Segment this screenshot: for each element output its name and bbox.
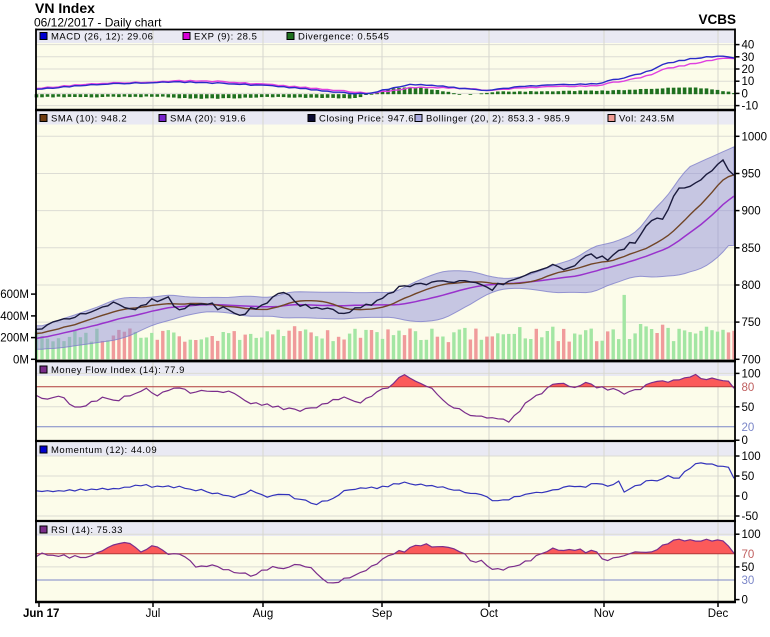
svg-text:Divergence: 0.5545: Divergence: 0.5545 (298, 32, 389, 43)
svg-text:Money Flow Index (14): 77.9: Money Flow Index (14): 77.9 (51, 365, 185, 376)
svg-text:Bollinger (20, 2): 853.3 - 985: Bollinger (20, 2): 853.3 - 985.9 (426, 114, 570, 125)
svg-text:50: 50 (742, 402, 755, 414)
svg-text:EXP (9): 28.5: EXP (9): 28.5 (194, 32, 257, 43)
svg-text:Aug: Aug (253, 608, 273, 620)
svg-text:Closing Price: 947.6: Closing Price: 947.6 (319, 114, 414, 125)
svg-text:Sep: Sep (372, 608, 392, 620)
svg-text:20: 20 (742, 64, 755, 76)
svg-text:Oct: Oct (480, 608, 499, 620)
svg-text:950: 950 (742, 169, 761, 181)
svg-text:0: 0 (742, 491, 748, 503)
svg-text:VCBS: VCBS (698, 12, 736, 27)
svg-text:100: 100 (742, 368, 761, 380)
svg-text:50: 50 (742, 562, 755, 574)
svg-text:30: 30 (742, 52, 755, 64)
svg-text:0: 0 (742, 435, 748, 447)
svg-text:100: 100 (742, 451, 761, 463)
svg-text:1000: 1000 (742, 131, 768, 143)
svg-text:0: 0 (742, 595, 748, 607)
svg-text:-50: -50 (742, 511, 759, 523)
svg-text:RSI (14): 75.33: RSI (14): 75.33 (51, 525, 123, 536)
svg-text:SMA (10): 948.2: SMA (10): 948.2 (51, 114, 127, 125)
svg-text:750: 750 (742, 317, 761, 329)
svg-text:Jun 17: Jun 17 (23, 608, 59, 620)
svg-text:80: 80 (742, 382, 755, 394)
svg-text:600M: 600M (0, 289, 29, 301)
svg-text:50: 50 (742, 471, 755, 483)
svg-text:06/12/2017 - Daily chart: 06/12/2017 - Daily chart (34, 16, 162, 30)
svg-text:400M: 400M (0, 311, 29, 323)
svg-text:Momentum (12): 44.09: Momentum (12): 44.09 (51, 445, 157, 456)
svg-text:30: 30 (742, 575, 755, 587)
svg-text:Dec: Dec (708, 608, 729, 620)
svg-text:40: 40 (742, 40, 755, 52)
svg-text:850: 850 (742, 243, 761, 255)
svg-text:800: 800 (742, 280, 761, 292)
svg-text:700: 700 (742, 354, 761, 366)
svg-text:SMA (20): 919.6: SMA (20): 919.6 (170, 114, 246, 125)
svg-text:200M: 200M (0, 333, 29, 345)
svg-text:900: 900 (742, 206, 761, 218)
svg-text:0M: 0M (13, 354, 29, 366)
svg-text:-10: -10 (742, 101, 759, 113)
svg-text:VN Index: VN Index (35, 0, 95, 16)
svg-text:20: 20 (742, 422, 755, 434)
svg-text:100: 100 (742, 529, 761, 541)
svg-text:10: 10 (742, 76, 755, 88)
svg-text:Vol: 243.5M: Vol: 243.5M (619, 114, 675, 125)
svg-text:0: 0 (742, 88, 748, 100)
svg-text:Nov: Nov (594, 608, 615, 620)
svg-text:70: 70 (742, 549, 755, 561)
svg-text:MACD (26, 12): 29.06: MACD (26, 12): 29.06 (51, 32, 153, 43)
svg-text:Jul: Jul (146, 608, 161, 620)
